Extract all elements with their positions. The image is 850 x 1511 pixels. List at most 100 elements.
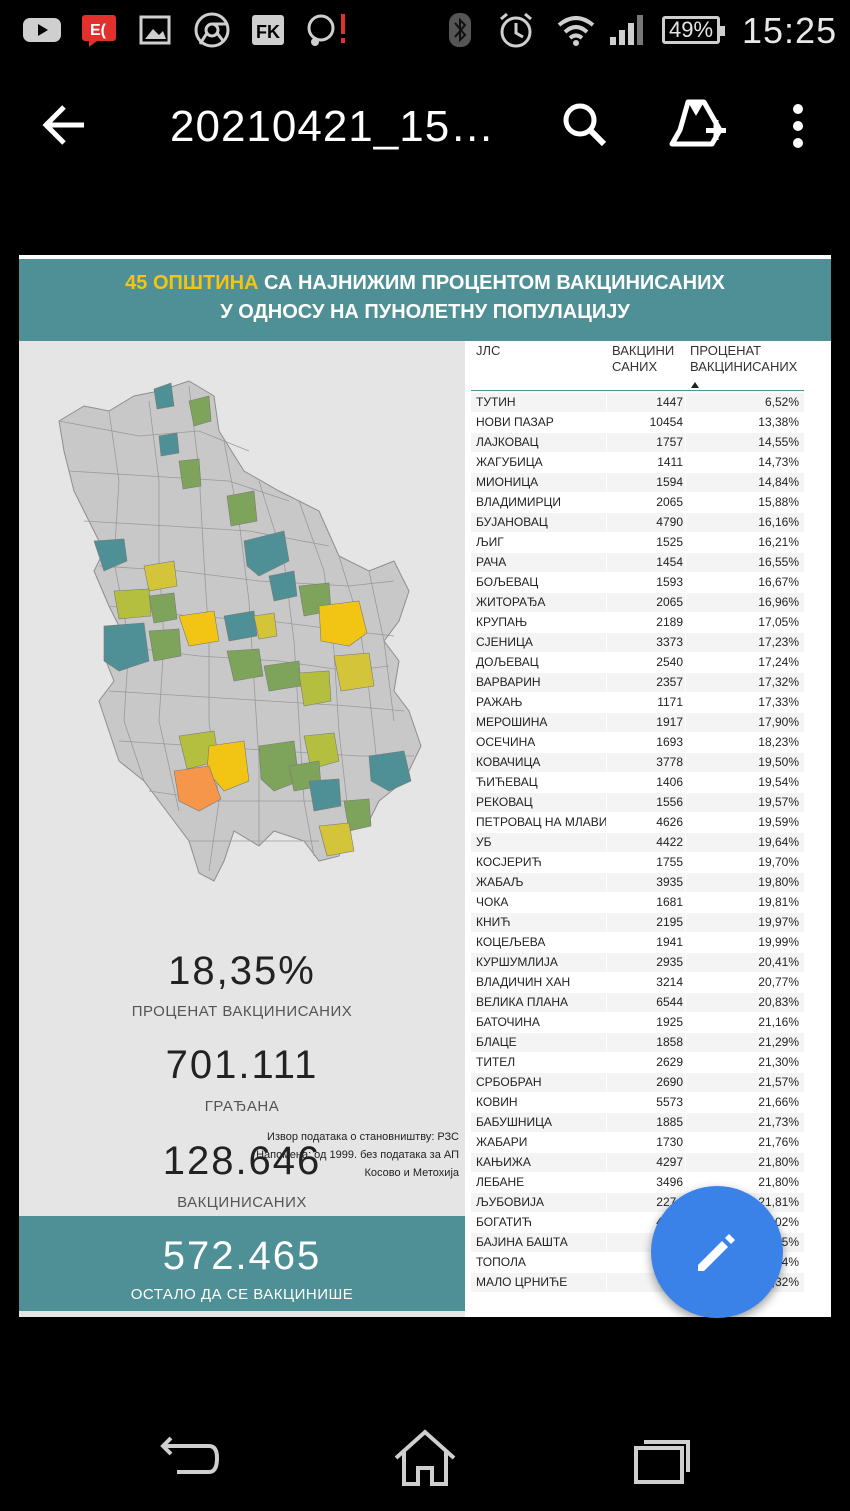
nav-home-icon[interactable] [390,1428,460,1488]
cell-separator [606,893,607,912]
cell-separator [606,1273,607,1292]
cell-municipality: ВАРВАРИН [476,675,541,689]
cell-vaccinated: 5573 [656,1095,683,1109]
table-row: УБ 4422 19,64% [471,833,804,853]
cell-municipality: ТУТИН [476,395,516,409]
cell-separator [606,873,607,892]
bluetooth-icon [440,12,480,48]
table-row: БАТОЧИНА 1925 21,16% [471,1013,804,1033]
cell-separator [606,813,607,832]
table-row: КОВАЧИЦА 3778 19,50% [471,753,804,773]
table-row: КУРШУМЛИЈА 2935 20,41% [471,953,804,973]
nav-back-icon[interactable] [155,1428,225,1488]
cell-municipality: УБ [476,835,492,849]
remaining-box: 572.465 ОСТАЛО ДА СЕ ВАКЦИНИШЕ [19,1216,465,1311]
cell-vaccinated: 1757 [656,435,683,449]
cell-percent: 21,29% [758,1035,799,1049]
app-bar: 20210421_15… [0,62,850,192]
cell-separator [606,913,607,932]
cell-percent: 15,88% [758,495,799,509]
cell-separator [606,1113,607,1132]
cell-separator [606,1093,607,1112]
cell-vaccinated: 1447 [656,395,683,409]
cell-separator [606,533,607,552]
cell-percent: 20,77% [758,975,799,989]
cell-percent: 17,32% [758,675,799,689]
cell-percent: 20,83% [758,995,799,1009]
cell-separator [685,513,686,532]
table-row: БАБУШНИЦА 1885 21,73% [471,1113,804,1133]
cell-separator [685,613,686,632]
cell-separator [685,893,686,912]
cell-vaccinated: 3214 [656,975,683,989]
table-row: ТИТЕЛ 2629 21,30% [471,1053,804,1073]
header-divider [471,390,804,391]
stat-citizens-label: ГРАЂАНА [204,1098,280,1115]
cell-municipality: ВЛАДИМИРЦИ [476,495,562,509]
cell-municipality: ВЕЛИКА ПЛАНА [476,995,569,1009]
cell-separator [685,873,686,892]
table-row: РАЖАЊ 1171 17,33% [471,693,804,713]
cell-separator [606,573,607,592]
more-vert-icon[interactable] [785,102,811,150]
cell-separator [685,753,686,772]
table-row: ВЛАДИЧИН ХАН 3214 20,77% [471,973,804,993]
table-row: ВАРВАРИН 2357 17,32% [471,673,804,693]
document-image[interactable]: 45 ОПШТИНА СА НАЈНИЖИМ ПРОЦЕНТОМ ВАКЦИНИ… [19,255,831,1317]
table-row: ДОЉЕВАЦ 2540 17,24% [471,653,804,673]
cell-municipality: КОСЈЕРИЋ [476,855,542,869]
cell-separator [606,833,607,852]
table-body: ТУТИН 1447 6,52% НОВИ ПАЗАР 10454 13,38% ЛАЈКО… [471,393,804,1293]
cell-separator [685,433,686,452]
nav-recents-icon[interactable] [628,1428,698,1488]
stat-vaccinated-value: 128.646 [162,1139,322,1183]
cell-municipality: КРУПАЊ [476,615,528,629]
cell-separator [606,673,607,692]
cell-vaccinated: 1917 [656,715,683,729]
cell-separator [685,393,686,412]
cell-percent: 20,41% [758,955,799,969]
cell-separator [685,1093,686,1112]
table-row: КОСЈЕРИЋ 1755 19,70% [471,853,804,873]
cell-municipality: РЕКОВАЦ [476,795,533,809]
cell-separator [606,613,607,632]
cell-vaccinated: 2065 [656,595,683,609]
cell-separator [606,1213,607,1232]
remark-note-2: Косово и Метохија [364,1167,459,1179]
cell-percent: 17,33% [758,695,799,709]
serbia-map [58,380,422,882]
cell-separator [685,853,686,872]
cell-percent: 17,90% [758,715,799,729]
table-row: СРБОБРАН 2690 21,57% [471,1073,804,1093]
cell-separator [685,933,686,952]
cell-municipality: МЕРОШИНА [476,715,548,729]
search-icon[interactable] [560,100,610,150]
sort-asc-icon[interactable] [690,381,700,389]
cell-separator [685,833,686,852]
table-row: КОВИН 5573 21,66% [471,1093,804,1113]
clock: 15:25 [742,10,838,51]
table-row: ЋИЋЕВАЦ 1406 19,54% [471,773,804,793]
cell-percent: 16,16% [758,515,799,529]
table-row: КРУПАЊ 2189 17,05% [471,613,804,633]
cell-municipality: ПЕТРОВАЦ НА МЛАВИ [476,815,608,829]
cell-percent: 19,54% [758,775,799,789]
edit-fab-button[interactable] [651,1186,783,1318]
table-row: ЖАГУБИЦА 1411 14,73% [471,453,804,473]
cell-separator [606,473,607,492]
table-row: РЕКОВАЦ 1556 19,57% [471,793,804,813]
cell-municipality: БУЈАНОВАЦ [476,515,548,529]
cell-percent: 19,50% [758,755,799,769]
col-header-vaccinated: ВАКЦИНИ САНИХ [612,343,675,374]
cell-vaccinated: 4790 [656,515,683,529]
header-title-rest: СА НАЈНИЖИМ ПРОЦЕНТОМ ВАКЦИНИСАНИХ [258,272,725,294]
col-header-percent[interactable]: ПРОЦЕНАТ ВАКЦИНИСАНИХ [690,343,798,374]
back-arrow-icon[interactable] [40,100,90,150]
table-row: СЈЕНИЦА 3373 17,23% [471,633,804,653]
drive-add-icon[interactable] [668,98,728,152]
cell-municipality: СРБОБРАН [476,1075,542,1089]
cell-vaccinated: 1693 [656,735,683,749]
cell-vaccinated: 1755 [656,855,683,869]
table-row: КАЊИЖА 4297 21,80% [471,1153,804,1173]
cell-percent: 16,21% [758,535,799,549]
